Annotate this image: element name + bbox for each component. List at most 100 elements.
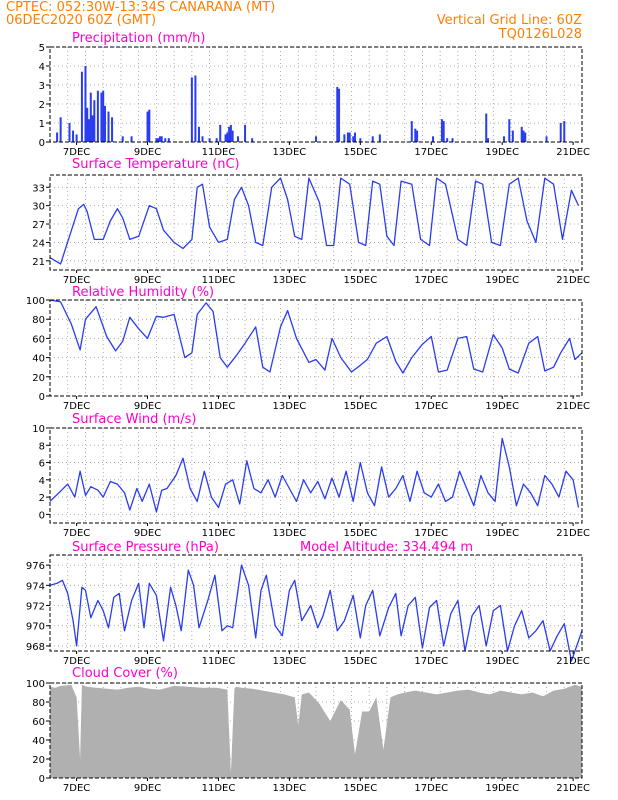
precip-bar xyxy=(56,132,59,142)
y-tick-label: 40 xyxy=(32,736,45,747)
precip-bar xyxy=(236,136,239,142)
panel-title-pressure: Surface Pressure (hPa) xyxy=(72,540,219,555)
precip-bar xyxy=(346,132,349,142)
x-tick-label: 15DEC xyxy=(343,275,377,286)
precip-bar xyxy=(224,134,227,142)
precip-bar xyxy=(502,136,505,142)
precip-bar xyxy=(215,138,218,142)
series-line-temperature xyxy=(49,177,580,265)
x-tick-label: 19DEC xyxy=(485,656,519,667)
precip-bar xyxy=(93,100,96,142)
precip-bar xyxy=(100,92,103,142)
y-tick-label: 972 xyxy=(26,602,45,613)
x-tick-label: 21DEC xyxy=(556,656,590,667)
precip-bar xyxy=(59,117,62,142)
precip-bar xyxy=(96,90,99,142)
precip-bar xyxy=(219,124,222,142)
precip-bar xyxy=(72,130,75,142)
precip-bar xyxy=(352,136,355,142)
precip-bar xyxy=(103,105,106,142)
panel-frame xyxy=(49,554,583,652)
precip-bar xyxy=(251,138,254,142)
precip-bar xyxy=(89,92,92,142)
x-tick-label: 15DEC xyxy=(343,656,377,667)
x-tick-label: 17DEC xyxy=(414,656,448,667)
y-tick-label: 6 xyxy=(39,459,45,470)
y-tick-label: 974 xyxy=(26,581,45,592)
y-tick-label: 3 xyxy=(39,81,45,92)
x-tick-label: 21DEC xyxy=(556,783,590,794)
x-tick-label: 11DEC xyxy=(202,401,236,412)
precip-bar xyxy=(336,86,339,142)
precip-bar xyxy=(414,128,417,142)
precip-bar xyxy=(442,121,445,142)
precip-bar xyxy=(485,113,488,142)
precip-bar xyxy=(440,119,443,142)
precip-bar xyxy=(102,90,105,142)
x-tick-label: 17DEC xyxy=(414,528,448,539)
precip-bar xyxy=(160,136,163,142)
y-tick-label: 976 xyxy=(26,561,45,572)
precip-bar xyxy=(371,136,374,142)
y-tick-label: 0 xyxy=(39,392,45,403)
y-tick-label: 0 xyxy=(39,510,45,521)
x-tick-label: 9DEC xyxy=(134,656,161,667)
panel-precipitation: Precipitation (mm/h) 0 1 2 3 4 5 7DEC 9DEC 11DEC 1… xyxy=(39,31,590,158)
y-tick-label: 4 xyxy=(39,62,45,73)
panel-frame xyxy=(49,299,583,397)
x-tick-label: 19DEC xyxy=(485,401,519,412)
precip-bar xyxy=(68,123,71,142)
series-line-wind xyxy=(49,437,580,513)
x-tick-label: 17DEC xyxy=(414,147,448,158)
y-tick-label: 30 xyxy=(32,202,45,213)
x-tick-label: 11DEC xyxy=(202,783,236,794)
y-tick-label: 8 xyxy=(39,441,45,452)
x-tick-label: 13DEC xyxy=(273,275,307,286)
precip-bar xyxy=(148,109,151,142)
x-tick-label: 19DEC xyxy=(485,783,519,794)
x-tick-label: 7DEC xyxy=(63,783,90,794)
panel-frame xyxy=(49,174,583,271)
y-tick-label: 10 xyxy=(32,424,45,435)
y-tick-label: 100 xyxy=(26,296,45,307)
x-tick-label: 21DEC xyxy=(556,401,590,412)
precip-bar xyxy=(164,138,167,142)
series-line-humidity xyxy=(49,299,583,374)
panel-wind: Surface Wind (m/s) 0 2 4 6 8 10 7DEC 9DEC 11DEC 13… xyxy=(32,412,590,539)
y-tick-label: 0 xyxy=(39,774,45,785)
precip-bar xyxy=(524,132,527,142)
precip-bar xyxy=(75,134,78,142)
x-tick-label: 9DEC xyxy=(134,401,161,412)
x-tick-label: 21DEC xyxy=(556,275,590,286)
x-tick-label: 9DEC xyxy=(134,528,161,539)
x-tick-label: 15DEC xyxy=(343,783,377,794)
precip-bar xyxy=(348,132,351,142)
precip-bar xyxy=(121,136,124,142)
precip-bar xyxy=(146,111,149,142)
y-tick-label: 100 xyxy=(26,679,45,690)
x-tick-label: 13DEC xyxy=(273,401,307,412)
header-model-code: TQ0126L028 xyxy=(498,27,582,42)
precip-bar xyxy=(354,132,357,142)
x-tick-label: 19DEC xyxy=(485,528,519,539)
y-tick-label: 20 xyxy=(32,373,45,384)
precip-bar xyxy=(511,130,514,142)
x-tick-label: 7DEC xyxy=(63,656,90,667)
precip-bar xyxy=(446,138,449,142)
y-tick-label: 2 xyxy=(39,100,45,111)
header-grid-note: Vertical Grid Line: 60Z xyxy=(437,13,582,28)
panel-title-humidity: Relative Humidity (%) xyxy=(72,285,214,300)
y-tick-label: 60 xyxy=(32,717,45,728)
y-tick-label: 80 xyxy=(32,698,45,709)
precip-bar xyxy=(226,132,229,142)
y-tick-label: 970 xyxy=(26,622,45,633)
precip-bar xyxy=(378,134,381,142)
precip-bar xyxy=(338,88,341,142)
x-tick-label: 13DEC xyxy=(273,783,307,794)
x-tick-label: 17DEC xyxy=(414,401,448,412)
precip-bar xyxy=(86,107,89,142)
y-tick-label: 2 xyxy=(39,493,45,504)
x-tick-label: 17DEC xyxy=(414,783,448,794)
precip-bar xyxy=(228,126,231,142)
precip-bar xyxy=(563,121,566,142)
